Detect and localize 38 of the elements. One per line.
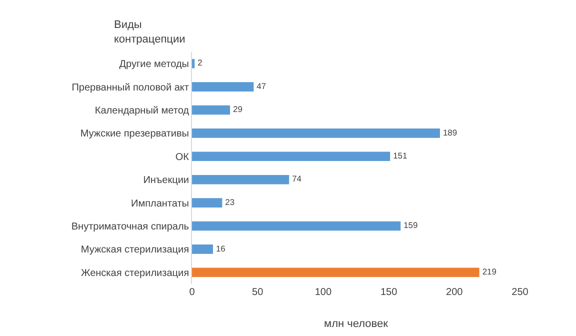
- y-tick-label: Календарный метод: [94, 106, 190, 116]
- y-tick-label: Прерванный половой акт: [72, 82, 190, 94]
- y-tick-label: Мужская стерилизация: [80, 244, 189, 256]
- bar: [192, 221, 401, 231]
- bar: [192, 128, 440, 138]
- data-label: 23: [225, 196, 235, 207]
- bar: [192, 82, 254, 92]
- bar: [192, 244, 213, 254]
- y-tick-label: Мужские презервативы: [80, 128, 189, 140]
- data-label: 47: [256, 80, 266, 91]
- x-tick-label: 250: [512, 287, 529, 298]
- x-axis-title: млн человек: [324, 318, 388, 330]
- bar: [192, 198, 222, 208]
- y-tick-label: Инъекции: [143, 175, 189, 186]
- x-tick-label: 0: [189, 287, 196, 298]
- data-label: 189: [442, 127, 458, 138]
- bar: [192, 152, 390, 162]
- y-tick-label: ОК: [175, 152, 190, 163]
- x-tick-label: 100: [314, 287, 332, 298]
- y-tick-label: Женская стерилизация: [80, 268, 189, 279]
- x-tick-label: 50: [252, 287, 264, 298]
- x-tick-label: 200: [446, 287, 464, 298]
- y-axis-title: Виды контрацепции: [114, 19, 186, 46]
- x-tick-label: 150: [380, 287, 398, 298]
- data-label: 16: [216, 243, 226, 254]
- data-label: 219: [482, 266, 497, 277]
- y-tick-label: Имплантаты: [131, 198, 189, 210]
- data-label: 74: [292, 174, 302, 184]
- data-label: 2: [198, 58, 203, 68]
- bar: [192, 268, 480, 278]
- data-label: 29: [233, 104, 243, 114]
- bar: [192, 58, 195, 68]
- y-tick-label: Внутриматочная спираль: [71, 222, 189, 232]
- data-label: 159: [404, 220, 418, 230]
- bar: [192, 105, 230, 115]
- bar: [192, 174, 290, 184]
- y-tick-label: Другие методы: [119, 59, 189, 70]
- data-label: 151: [393, 150, 408, 161]
